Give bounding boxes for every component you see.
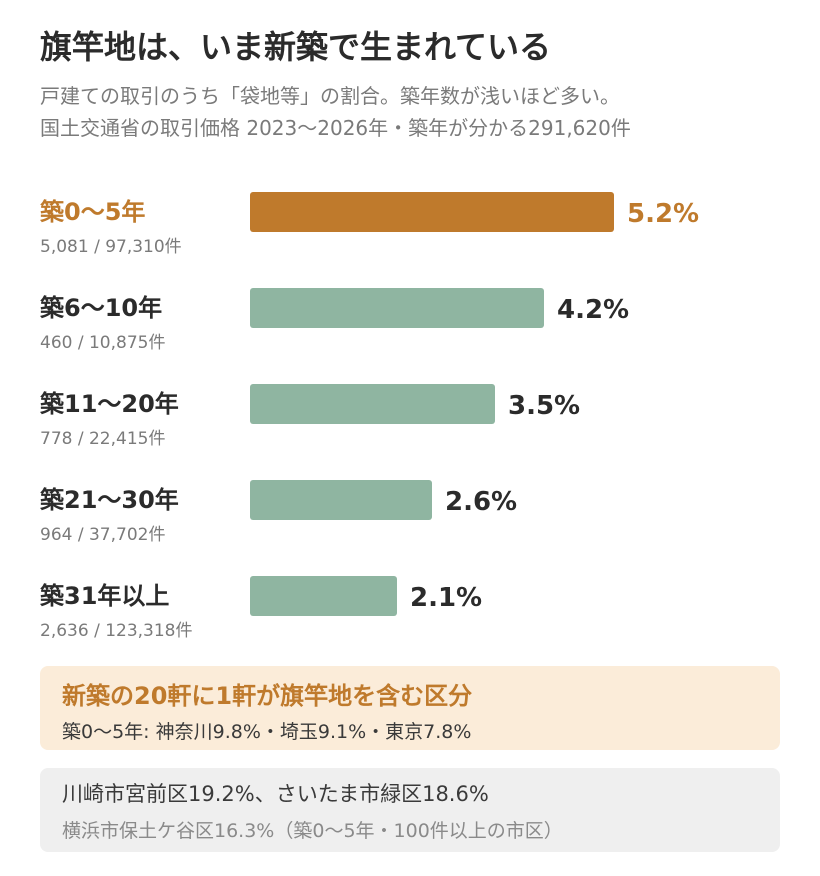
subtitle-2: 国土交通省の取引価格 2023〜2026年・築年が分かる291,620件 [40, 116, 631, 140]
category-label: 築0〜5年 [39, 198, 145, 226]
note-line-2: 横浜市保土ケ谷区16.3%（築0〜5年・100件以上の市区） [62, 820, 563, 842]
category-count: 2,636 / 123,318件 [40, 621, 193, 641]
bar [250, 576, 397, 616]
highlight-body: 築0〜5年: 神奈川9.8%・埼玉9.1%・東京7.8% [62, 721, 472, 743]
category-count: 778 / 22,415件 [40, 429, 165, 449]
bar-chart: 築0〜5年 5,081 / 97,310件 5.2% 築6〜10年 460 / 10,8… [39, 192, 699, 641]
bar [250, 192, 614, 232]
bar [250, 288, 544, 328]
category-count: 5,081 / 97,310件 [40, 237, 182, 257]
note-box: 川崎市宮前区19.2%、さいたま市緑区18.6% 横浜市保土ケ谷区16.3%（築… [40, 768, 780, 852]
subtitle-1: 戸建ての取引のうち「袋地等」の割合。築年数が浅いほど多い。 [40, 84, 620, 108]
bar [250, 384, 495, 424]
value-label: 2.6% [445, 487, 517, 517]
value-label: 5.2% [627, 199, 699, 229]
page-title: 旗竿地は、いま新築で生まれている [40, 28, 552, 66]
category-count: 964 / 37,702件 [40, 525, 165, 545]
value-label: 4.2% [557, 295, 629, 325]
category-label: 築6〜10年 [39, 294, 162, 322]
category-count: 460 / 10,875件 [40, 333, 165, 353]
highlight-heading: 新築の20軒に1軒が旗竿地を含む区分 [62, 682, 473, 710]
note-line-1: 川崎市宮前区19.2%、さいたま市緑区18.6% [62, 782, 489, 806]
category-label: 築21〜30年 [39, 486, 179, 514]
category-label: 築11〜20年 [39, 390, 179, 418]
value-label: 3.5% [508, 391, 580, 421]
category-label: 築31年以上 [39, 582, 169, 610]
highlight-box: 新築の20軒に1軒が旗竿地を含む区分 築0〜5年: 神奈川9.8%・埼玉9.1%… [40, 666, 780, 750]
bar [250, 480, 432, 520]
value-label: 2.1% [410, 583, 482, 613]
